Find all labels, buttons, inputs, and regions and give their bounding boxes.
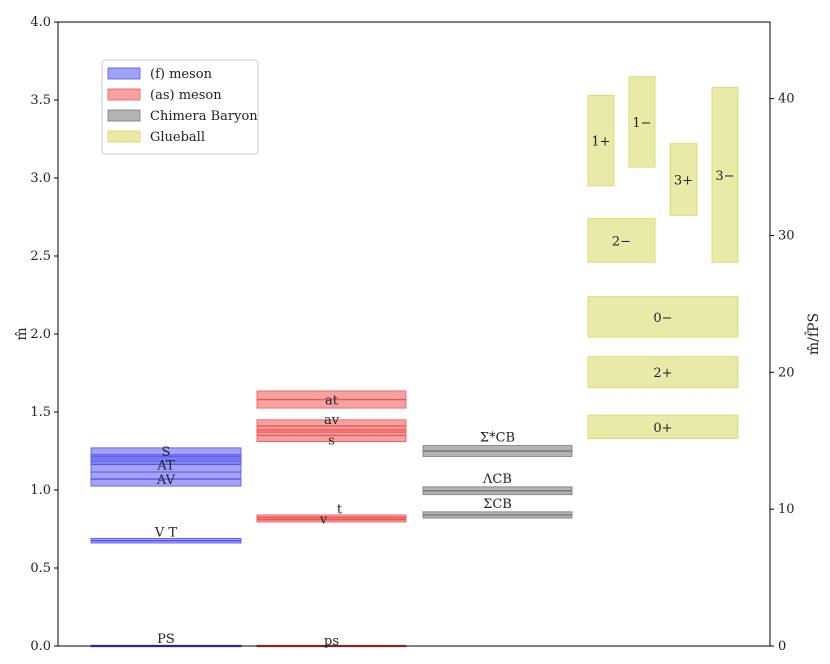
- state-label-2-1: ΛCB: [482, 472, 512, 487]
- y-axis-title: m̂: [14, 327, 30, 340]
- legend-label-2: Chimera Baryon: [150, 109, 258, 124]
- legend-label-3: Glueball: [150, 130, 205, 145]
- series-3: [587, 76, 739, 439]
- state-label-3-2: 0−: [653, 311, 672, 326]
- ytick-right-label-1: 10: [778, 502, 795, 517]
- chart-legend: (f) meson (as) meson Chimera Baryon Gluebal…: [101, 59, 259, 155]
- ytick-label-8: 4.0: [30, 15, 51, 30]
- legend-swatch-2: [107, 109, 141, 122]
- legend-label-1: (as) meson: [150, 88, 222, 103]
- ytick-label-5: 2.5: [30, 249, 51, 264]
- state-label-3-5: 1−: [632, 116, 651, 131]
- state-label-0-0: PS: [157, 632, 175, 647]
- series-1: [256, 390, 407, 648]
- state-label-3-0: 0+: [653, 421, 672, 436]
- y-axis-right-title: m̂/f̂PS: [804, 313, 822, 355]
- state-label-3-4: 1+: [591, 135, 610, 150]
- legend-box: [101, 59, 259, 155]
- legend-swatch-0: [107, 67, 141, 80]
- series-0: [90, 447, 242, 648]
- ytick-right-label-2: 20: [778, 365, 795, 380]
- band-3-6: [669, 143, 698, 216]
- ytick-label-4: 2.0: [30, 327, 51, 342]
- state-label-3-3: 2−: [612, 234, 631, 249]
- state-label-0-1: V T: [154, 526, 178, 541]
- state-label-1-3: s: [328, 433, 335, 448]
- state-label-0-4: S: [162, 445, 171, 460]
- state-label-1-4: av: [324, 413, 340, 428]
- band-3-1: [587, 356, 739, 389]
- ytick-label-1: 0.5: [30, 561, 51, 576]
- state-label-0-2: AV: [156, 473, 176, 488]
- band-3-4: [587, 94, 615, 187]
- legend-swatch-3: [107, 130, 141, 143]
- ytick-label-3: 1.5: [30, 405, 51, 420]
- legend-swatch-1: [107, 88, 141, 101]
- state-label-0-3: AT: [156, 458, 175, 473]
- band-3-2: [587, 296, 739, 338]
- state-label-2-0: ΣCB: [483, 497, 512, 512]
- band-3-7: [711, 87, 739, 263]
- state-label-1-1: v: [319, 513, 328, 528]
- band-3-5: [628, 76, 656, 168]
- chart-marks: [90, 76, 739, 648]
- state-label-3-6: 3+: [674, 174, 693, 189]
- ytick-label-6: 3.0: [30, 171, 51, 186]
- legend-label-0: (f) meson: [150, 67, 213, 82]
- ytick-label-7: 3.5: [30, 93, 51, 108]
- state-label-1-0: ps: [324, 634, 339, 649]
- ytick-label-2: 1.0: [30, 483, 51, 498]
- series-2: [422, 445, 573, 519]
- band-3-0: [587, 414, 739, 439]
- ytick-label-0: 0.0: [30, 639, 51, 654]
- state-label-3-7: 3−: [715, 169, 734, 184]
- ytick-right-label-3: 30: [778, 228, 795, 243]
- state-label-1-5: at: [325, 394, 339, 409]
- chart-axes: 0.0 0.5 1.0 1.5 2.0 2.5 3.0 3.5 4.0 0 10 20 30 40 m̂ m̂…: [14, 15, 822, 654]
- state-label-3-1: 2+: [653, 366, 672, 381]
- state-label-2-2: Σ*CB: [480, 431, 515, 446]
- ytick-right-label-0: 0: [778, 639, 786, 654]
- ytick-right-label-4: 40: [778, 92, 795, 107]
- band-3-3: [587, 218, 656, 263]
- state-label-1-2: t: [337, 502, 343, 517]
